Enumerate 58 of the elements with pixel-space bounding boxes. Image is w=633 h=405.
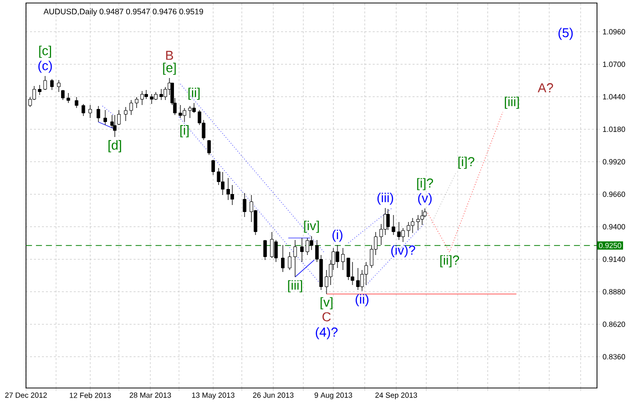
annotation: (iii) (377, 192, 394, 205)
candlestick (129, 100, 133, 116)
annotation: (5) (558, 28, 573, 40)
candlestick (293, 240, 297, 278)
candlestick (43, 76, 47, 90)
annotation: (iv)? (391, 245, 416, 258)
candlestick (263, 240, 267, 260)
annotation: (v) (418, 193, 432, 206)
annotation: [e] (163, 62, 176, 75)
annotation: [iii] (504, 96, 519, 109)
annotation: [i]? (417, 178, 434, 190)
candlestick (211, 160, 215, 176)
candlestick (226, 178, 230, 200)
candlestick (364, 262, 368, 286)
candlestick (274, 240, 278, 262)
candlestick (38, 84, 42, 96)
annotation: C (322, 312, 331, 322)
annotation: (4)? (316, 327, 338, 340)
annotation: [iv] (304, 220, 319, 233)
annotation: [i] (180, 125, 189, 138)
candlestick (140, 90, 144, 106)
candlestick (270, 232, 274, 258)
annotation: B (166, 50, 174, 60)
candlestick (159, 88, 163, 100)
annotation: [ii]? (440, 255, 460, 268)
annotation: [d] (108, 140, 122, 152)
candlestick (50, 78, 54, 90)
candlestick (164, 86, 168, 100)
annotation: (c) (38, 60, 52, 73)
candlestick (281, 244, 285, 272)
candlestick (124, 106, 128, 122)
candlestick (150, 94, 154, 104)
candlestick (216, 168, 220, 186)
candlestick (57, 80, 61, 92)
candlestick (230, 184, 234, 206)
candlestick (134, 96, 138, 108)
candlestick (113, 114, 117, 138)
candlestick (207, 140, 211, 156)
candlestick (420, 210, 424, 226)
candlestick (66, 92, 70, 104)
candlestick (178, 104, 182, 118)
annotation: [v] (320, 297, 332, 310)
candlestick (117, 110, 121, 126)
candlestick (103, 110, 107, 126)
annotation: [i]? (458, 156, 474, 169)
candlestick (88, 104, 92, 118)
candlestick (242, 192, 246, 218)
annotation: [iii] (288, 280, 302, 292)
candlestick (288, 252, 292, 270)
annotation: (ii) (356, 294, 368, 306)
annotation: [c] (39, 46, 52, 58)
candlestick (74, 96, 78, 108)
candlestick (82, 104, 86, 116)
candlestick (96, 106, 100, 122)
annotation: [ii] (188, 88, 200, 100)
candlestick (220, 172, 224, 196)
annotation: (i) (332, 230, 342, 242)
annotation: A? (538, 83, 554, 92)
